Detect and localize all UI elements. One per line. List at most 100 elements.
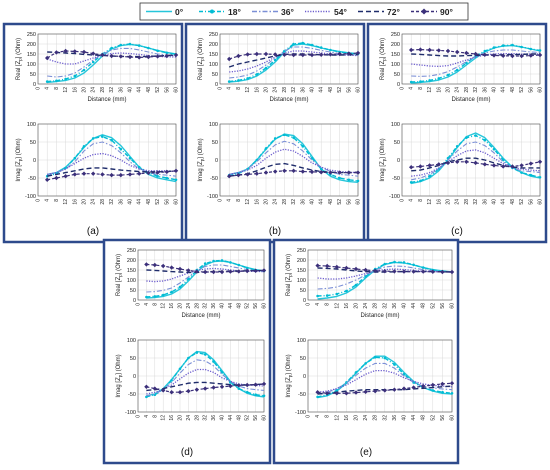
data-point xyxy=(236,383,241,388)
x-tick-label: 12 xyxy=(427,199,433,205)
y-tick-label: 100 xyxy=(391,62,400,68)
x-tick-label: 8 xyxy=(325,415,331,418)
y-tick-label: 100 xyxy=(297,338,306,344)
data-point xyxy=(118,172,123,178)
data-point xyxy=(455,49,460,55)
data-point xyxy=(325,294,329,297)
x-tick-label: 20 xyxy=(446,87,452,93)
y-tick-label: 0 xyxy=(303,374,306,380)
data-point xyxy=(100,172,105,177)
x-tick-label: 16 xyxy=(72,199,78,205)
data-point xyxy=(264,66,268,70)
data-point xyxy=(418,47,423,52)
data-point xyxy=(363,389,368,395)
y-tick-label: 250 xyxy=(127,248,136,254)
series-line xyxy=(411,44,541,83)
series-line xyxy=(47,167,177,177)
data-point xyxy=(63,48,68,54)
data-point xyxy=(328,52,333,57)
data-point xyxy=(473,160,478,166)
x-tick-label: 56 xyxy=(346,87,352,93)
data-point xyxy=(203,353,207,356)
x-tick-label: 44 xyxy=(319,87,325,93)
series-line xyxy=(411,141,541,181)
data-point xyxy=(169,390,174,395)
x-tick-label: 44 xyxy=(137,87,143,93)
data-point xyxy=(335,292,339,296)
series-line xyxy=(146,383,265,393)
data-point xyxy=(421,383,426,389)
data-point xyxy=(164,53,169,59)
data-point xyxy=(227,174,232,179)
data-point xyxy=(282,168,287,173)
data-point xyxy=(45,80,49,83)
x-tick-label: 20 xyxy=(178,303,184,309)
data-point xyxy=(237,79,240,82)
data-point xyxy=(228,269,233,274)
data-point xyxy=(455,145,459,148)
x-tick-label: 52 xyxy=(519,199,525,205)
x-tick-label: 60 xyxy=(538,87,544,93)
y-axis-label: Imag [Zp] (Ohm) xyxy=(198,138,205,181)
data-point xyxy=(146,170,151,176)
data-point xyxy=(363,267,368,273)
x-tick-label: 8 xyxy=(418,87,424,90)
x-tick-label: 20 xyxy=(264,87,270,93)
data-point xyxy=(211,269,216,275)
data-point xyxy=(409,47,414,53)
data-point xyxy=(334,264,339,270)
data-point xyxy=(520,171,523,174)
data-point xyxy=(264,147,268,150)
x-tick-label: 52 xyxy=(430,303,436,309)
data-point xyxy=(538,49,542,52)
y-tick-label: -100 xyxy=(295,410,306,416)
x-tick-label: 36 xyxy=(392,415,398,421)
panel-label: (d) xyxy=(181,447,193,458)
x-tick-label: 48 xyxy=(510,199,516,205)
x-tick-label: 16 xyxy=(344,303,350,309)
x-tick-label: 32 xyxy=(473,87,479,93)
x-tick-label: 4 xyxy=(227,87,233,90)
y-tick-label: 250 xyxy=(297,248,306,254)
x-tick-label: 4 xyxy=(409,199,415,202)
panel-label: (c) xyxy=(451,226,463,237)
x-axis-label: Distance (mm) xyxy=(87,97,126,103)
x-tick-label: 32 xyxy=(203,415,209,421)
data-point xyxy=(110,138,113,142)
y-tick-label: 50 xyxy=(300,288,306,294)
data-point xyxy=(419,179,422,183)
x-tick-label: 56 xyxy=(164,87,170,93)
series-line xyxy=(47,135,177,181)
data-point xyxy=(45,177,50,182)
data-point xyxy=(430,269,435,275)
data-point xyxy=(81,171,87,176)
data-point xyxy=(492,46,496,49)
data-point xyxy=(392,269,397,274)
data-point xyxy=(338,176,341,180)
data-point xyxy=(337,51,342,57)
y-tick-label: -50 xyxy=(298,392,306,398)
x-tick-label: 60 xyxy=(174,87,180,93)
data-point xyxy=(528,161,533,166)
legend-label: 0° xyxy=(175,7,184,17)
series-line xyxy=(411,161,541,168)
data-point xyxy=(383,356,387,360)
x-tick-label: 28 xyxy=(373,303,379,309)
data-point xyxy=(128,156,132,160)
series-line xyxy=(146,259,265,298)
data-point xyxy=(273,58,277,62)
data-point xyxy=(292,136,295,139)
data-point xyxy=(482,52,487,57)
legend-marker xyxy=(421,8,427,15)
x-tick-label: 36 xyxy=(118,199,124,205)
x-tick-label: 40 xyxy=(492,199,498,205)
plot-border xyxy=(219,33,359,85)
data-point xyxy=(119,43,123,47)
y-tick-label: -50 xyxy=(28,176,36,182)
data-point xyxy=(431,389,435,392)
plot-border xyxy=(307,249,453,301)
